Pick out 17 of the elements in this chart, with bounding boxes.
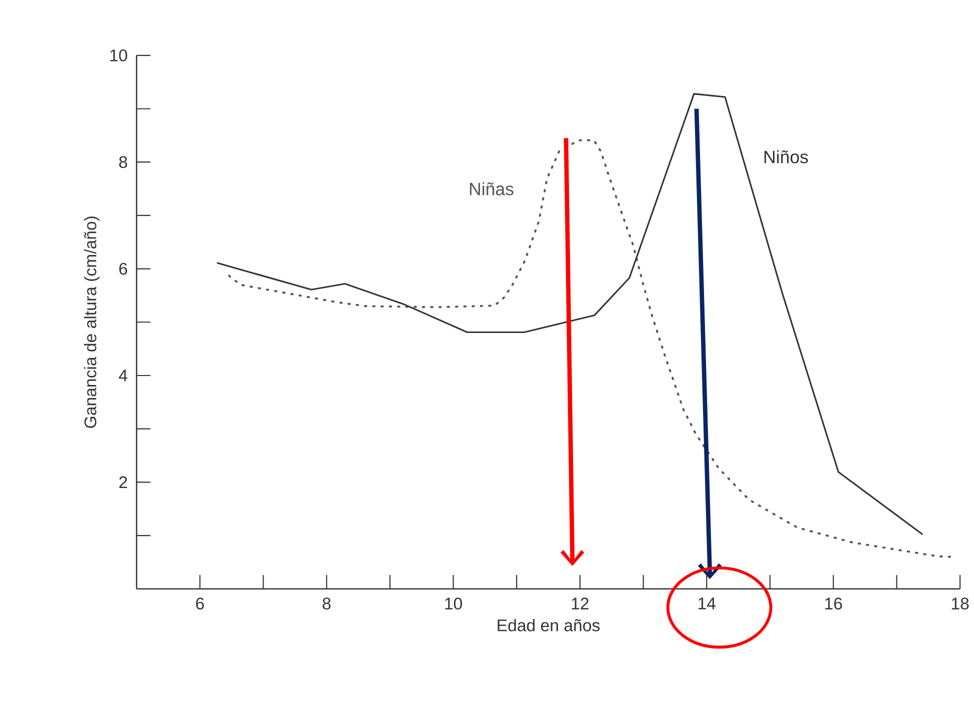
y-axis-title: Ganancia de altura (cm/año) <box>84 216 100 428</box>
x-tick-label: 16 <box>825 598 842 610</box>
x-tick-label: 10 <box>445 598 462 610</box>
line-series <box>216 93 924 536</box>
x-axis-title: Edad en años <box>498 619 600 632</box>
y-tick-label: 6 <box>119 263 128 275</box>
x-tick-label: 6 <box>196 598 204 610</box>
y-tick-label: 2 <box>119 476 127 488</box>
y-tick-label: 8 <box>119 156 128 168</box>
x-tick-label: 14 <box>698 598 716 610</box>
series-label: Niños <box>764 150 808 164</box>
x-tick-label: 18 <box>952 598 969 610</box>
y-tick-label: 10 <box>110 50 128 62</box>
y-tick-label: 4 <box>118 370 128 382</box>
series-label: Niñas <box>470 182 514 196</box>
x-tick-label: 8 <box>322 598 331 610</box>
x-tick-label: 12 <box>572 598 588 610</box>
